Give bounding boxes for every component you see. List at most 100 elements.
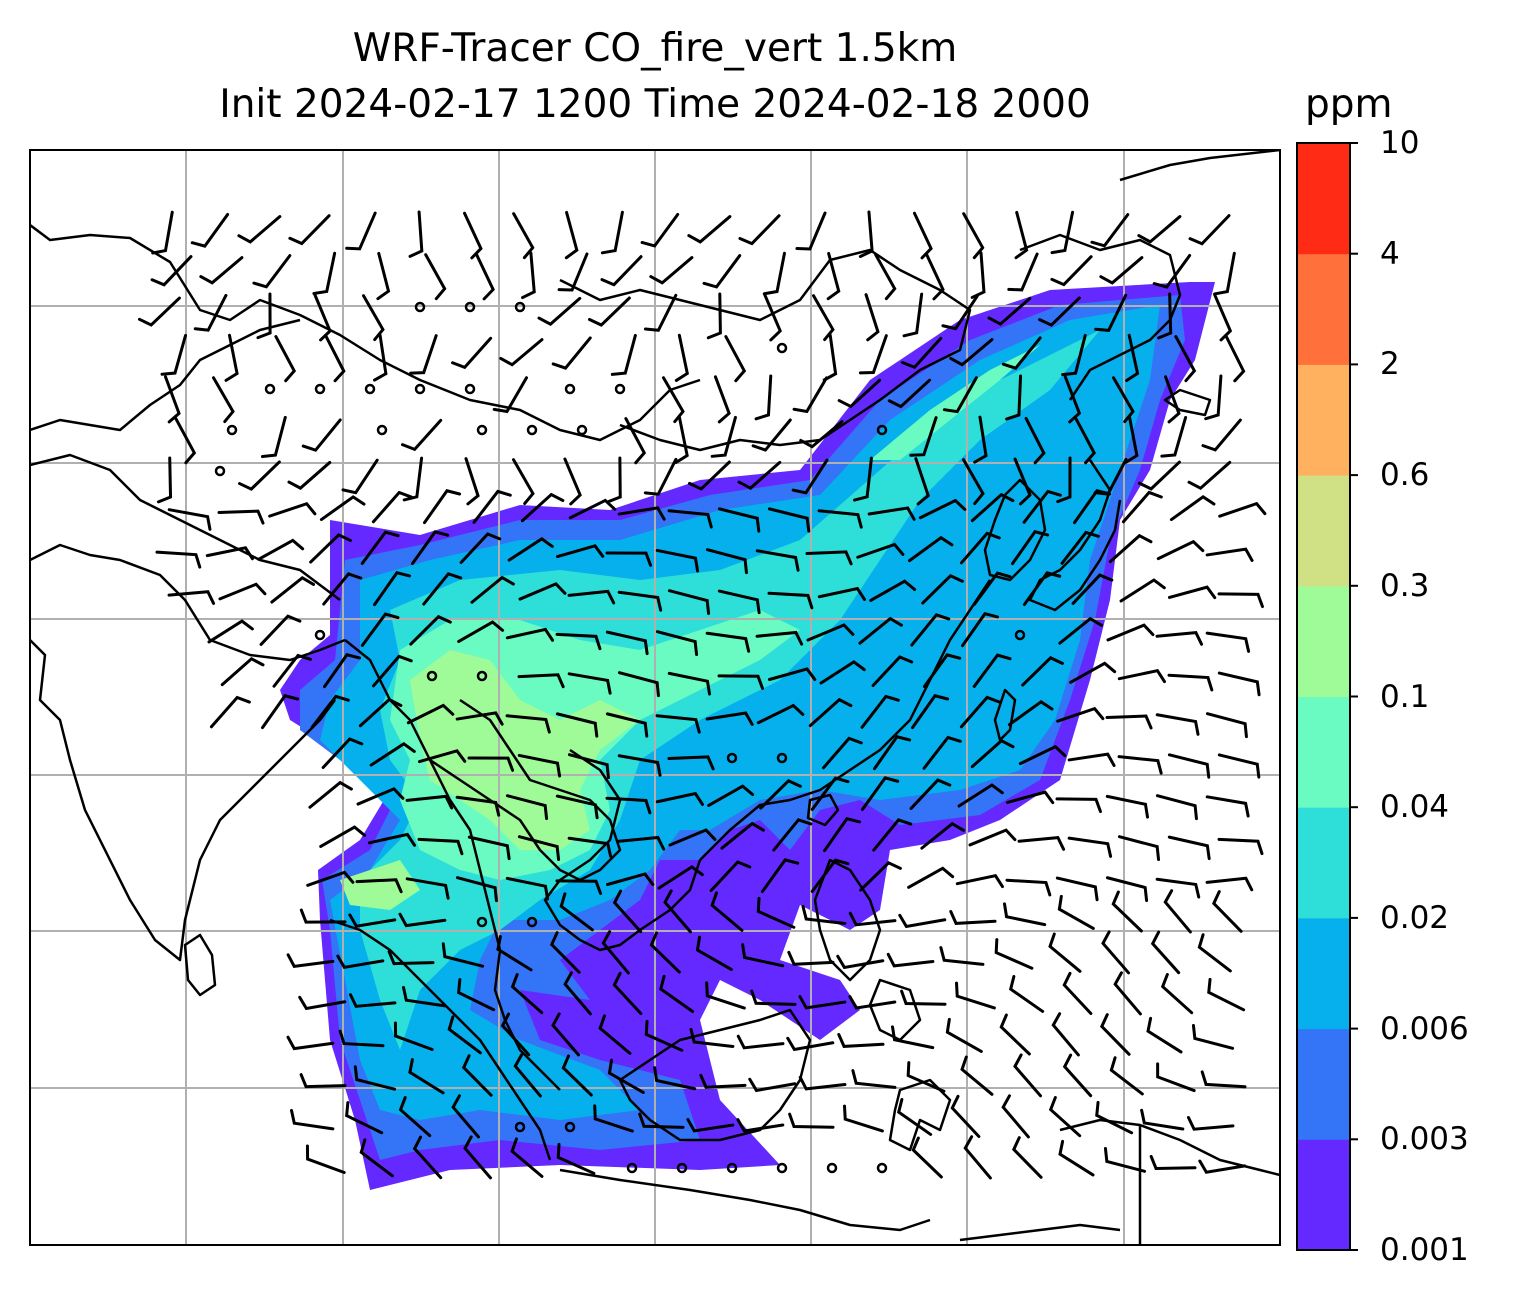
coastline-india xyxy=(30,639,336,962)
wind-barb xyxy=(767,667,817,682)
wind-barb xyxy=(962,458,985,506)
wind-barb xyxy=(174,417,197,465)
wind-barb xyxy=(869,579,917,602)
wind-barb xyxy=(401,418,443,452)
wind-barb xyxy=(859,861,902,892)
colorbar-segment xyxy=(1297,585,1350,697)
wind-barb xyxy=(955,873,1004,889)
colorbar-tick-label: 4 xyxy=(1380,235,1400,272)
wind-barb xyxy=(1187,460,1232,491)
wind-barb xyxy=(163,375,181,424)
wind-barb-calm xyxy=(826,1162,838,1174)
wind-barb xyxy=(367,832,417,847)
colorbar-segment xyxy=(1297,917,1350,1030)
wind-barb xyxy=(605,712,649,738)
wind-barb xyxy=(1113,971,1142,1016)
wind-barb xyxy=(1167,835,1211,861)
wind-barb xyxy=(410,530,450,566)
wind-barb-calm xyxy=(776,342,788,354)
wind-barb xyxy=(559,892,594,932)
wind-barb xyxy=(756,703,805,725)
wind-barb xyxy=(798,1075,847,1091)
wind-barb xyxy=(417,749,467,764)
wind-barb xyxy=(909,778,952,810)
wind-barb xyxy=(567,836,613,858)
wind-barb xyxy=(409,334,438,375)
wind-barb xyxy=(537,296,582,326)
wind-barb xyxy=(1105,876,1149,902)
wind-barb-calm xyxy=(426,670,438,682)
wind-barb xyxy=(867,506,916,521)
colorbar-tick-label: 0.003 xyxy=(1380,1121,1469,1158)
wind-barb xyxy=(1050,255,1093,287)
wind-barb xyxy=(492,376,529,414)
wind-barb xyxy=(441,942,485,968)
wind-barb xyxy=(398,912,447,928)
wind-barb xyxy=(470,575,515,604)
wind-barb xyxy=(319,495,366,522)
wind-barb xyxy=(467,835,511,861)
wind-barb xyxy=(810,776,850,811)
wind-barb xyxy=(205,546,254,561)
wind-barb xyxy=(920,821,965,850)
wind-barb xyxy=(655,791,704,806)
wind-barb xyxy=(1058,616,1103,645)
wind-barb xyxy=(970,738,1015,769)
wind-barb xyxy=(393,1021,434,1051)
wind-barb-calm xyxy=(676,1162,688,1174)
colorbar-segment xyxy=(1297,696,1350,808)
wind-barb xyxy=(298,995,347,1011)
wind-barb xyxy=(561,1054,593,1097)
wind-barb xyxy=(1205,712,1248,739)
colorbar-tick-label: 0.04 xyxy=(1380,789,1450,826)
wind-barb xyxy=(1001,336,1042,370)
coastline-lesser-sunda xyxy=(959,1223,1121,1242)
colorbar-frame xyxy=(1296,142,1351,1251)
wind-barb xyxy=(1140,1108,1185,1131)
wind-barb xyxy=(891,1025,935,1050)
wind-barb xyxy=(551,1012,580,1057)
wind-barb xyxy=(150,255,193,287)
wind-barb xyxy=(1169,494,1216,522)
wind-barb xyxy=(1055,797,1102,814)
wind-barb xyxy=(873,735,912,771)
wind-barb xyxy=(505,714,551,734)
wind-barb xyxy=(910,613,951,647)
colorbar-tick-label: 2 xyxy=(1380,346,1400,383)
wind-barb xyxy=(799,420,844,449)
wind-barb xyxy=(1013,457,1032,506)
wind-barb xyxy=(1103,1147,1147,1173)
wind-barb xyxy=(220,656,265,687)
wind-barb xyxy=(1014,210,1029,260)
wind-barb xyxy=(324,334,346,383)
wind-barb xyxy=(287,460,332,490)
wind-barb xyxy=(1062,971,1093,1016)
wind-barb xyxy=(911,1136,943,1179)
wind-barb xyxy=(555,794,599,820)
wind-barb xyxy=(963,1135,992,1180)
wind-barb xyxy=(1155,713,1200,736)
wind-barb xyxy=(1011,530,1050,566)
wind-barb xyxy=(371,490,413,524)
wind-barb xyxy=(798,995,847,1010)
wind-barb xyxy=(1013,1053,1043,1098)
wind-barb xyxy=(762,251,786,296)
colorbar-tick-label: 0.006 xyxy=(1380,1010,1469,1047)
colorbar-tick-label: 0.6 xyxy=(1380,457,1430,494)
wind-barb xyxy=(786,1036,835,1052)
wind-barb xyxy=(1112,376,1135,424)
wind-barb xyxy=(1156,1062,1196,1093)
coastline-indochina xyxy=(543,748,702,952)
wind-barb xyxy=(1073,489,1112,525)
wind-barb-calm xyxy=(876,1162,888,1174)
wind-barb xyxy=(252,254,292,289)
wind-barb xyxy=(1117,668,1166,684)
wind-barb xyxy=(750,989,797,1006)
wind-barb xyxy=(455,711,504,726)
wind-barb xyxy=(605,551,653,567)
wind-barb xyxy=(617,590,663,612)
wind-barb xyxy=(376,251,391,301)
wind-barb xyxy=(373,570,412,607)
wind-barb xyxy=(510,973,544,1015)
wind-barb xyxy=(218,582,267,601)
